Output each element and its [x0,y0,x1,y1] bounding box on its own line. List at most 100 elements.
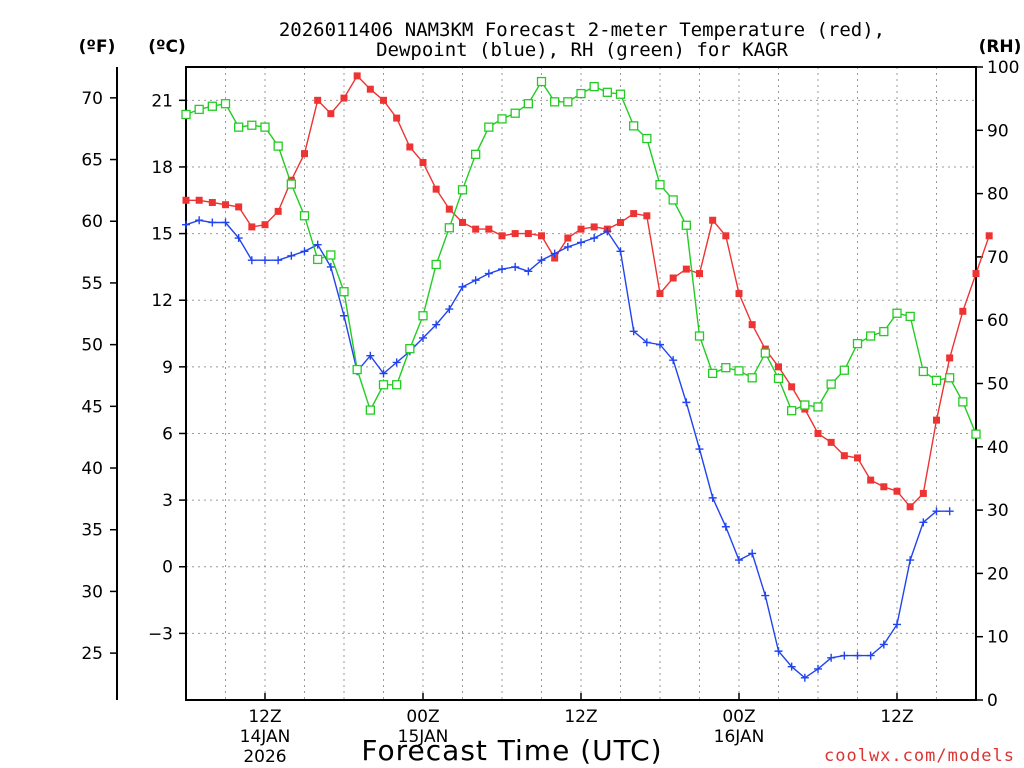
temperature-point-60 [972,270,980,278]
rh-tick-label-8: 20 [987,564,1009,584]
rh-point-56 [918,366,928,377]
x-tick-label-3: 00Z [722,707,755,727]
temperature-point-58 [946,354,954,362]
temperature-point-39 [696,270,703,278]
rh-point-5 [247,120,257,130]
dewpoint-point-40 [708,493,717,502]
temperature-point-3 [222,201,229,209]
rh-tick-label-1: 90 [987,121,1009,141]
celsius-axis-unit: (ºC) [148,37,186,57]
rh-tick-label-3: 70 [987,248,1009,268]
dewpoint-point-37 [669,356,678,365]
dewpoint-point-14 [366,351,375,360]
dewpoint-line [185,219,950,679]
rh-point-23 [484,122,494,132]
x-tick-date-3: 16JAN [714,727,765,747]
dewpoint-point-50 [840,651,849,660]
x-tick-label-1: 00Z [406,707,439,727]
rh-point-29 [563,97,573,107]
rh-point-15 [378,380,389,390]
dewpoint-point-45 [774,647,783,656]
rh-tick-label-4: 60 [987,311,1009,331]
temperature-point-4 [235,203,243,211]
dewpoint-point-33 [616,247,625,256]
dewpoint-point-3 [221,218,230,227]
temperature-point-59 [959,307,967,315]
f-tick-label-7: 35 [81,521,103,541]
dewpoint-point-11 [326,262,335,271]
rh-point-9 [299,211,310,221]
rh-point-19 [431,259,441,270]
rh-point-39 [694,331,705,341]
c-tick-label-3: 12 [151,291,173,311]
dewpoint-point-35 [642,338,651,347]
temperature-point-51 [854,454,861,462]
f-tick-label-6: 40 [81,459,103,479]
dewpoint-point-6 [261,256,269,265]
f-tick-label-1: 65 [81,151,103,171]
rh-point-30 [576,88,586,99]
dewpoint-point-44 [761,591,770,600]
dewpoint-point-55 [906,556,915,565]
c-tick-label-5: 6 [162,424,173,444]
rh-point-27 [536,76,547,87]
temperature-point-48 [814,429,822,437]
dewpoint-point-58 [945,507,954,516]
dewpoint-point-42 [735,556,743,565]
dewpoint-point-47 [800,673,809,682]
rh-point-55 [905,311,915,322]
rh-point-20 [444,223,454,233]
rh-point-11 [326,250,336,260]
x-tick-date-1: 15JAN [398,727,449,747]
dewpoint-point-12 [340,311,348,320]
dewpoint-point-29 [563,242,572,251]
rh-point-18 [418,311,428,321]
series-layer [181,72,993,682]
temperature-point-7 [274,207,282,215]
rh-tick-label-5: 50 [987,375,1009,395]
temperature-point-30 [577,225,585,233]
temperature-point-43 [748,321,756,329]
rh-point-54 [892,308,902,318]
dewpoint-point-27 [537,256,546,265]
c-tick-label-6: 3 [162,491,173,511]
dewpoint-point-34 [629,327,638,336]
temperature-point-40 [709,216,717,224]
temperature-point-56 [919,489,927,497]
temperature-point-17 [406,143,414,151]
rh-point-0 [181,109,191,120]
temperature-point-21 [459,218,466,226]
tick-labels: 211815129630−370656055504540353025100908… [81,58,1019,767]
f-tick-label-8: 30 [81,582,103,602]
rh-point-36 [655,180,665,190]
dewpoint-point-21 [458,282,467,291]
temperature-point-61 [985,232,993,240]
rh-point-38 [681,220,691,230]
temperature-point-2 [208,198,216,206]
temperature-point-33 [617,218,624,226]
rh-point-40 [708,368,718,379]
rh-point-21 [457,185,468,195]
grid-lines [186,67,976,700]
x-tick-label-2: 12Z [564,707,597,727]
temperature-point-53 [880,483,888,491]
rh-point-25 [510,108,520,118]
temperature-point-42 [735,290,743,298]
rh-point-58 [945,373,955,383]
rh-tick-label-2: 80 [987,185,1009,205]
rh-point-34 [629,121,639,131]
temperature-point-34 [630,210,638,218]
rh-point-2 [207,101,217,111]
dewpoint-point-5 [247,256,256,265]
dewpoint-point-15 [379,369,388,378]
dewpoint-point-57 [932,507,941,516]
temperature-point-26 [524,230,532,238]
rh-point-12 [339,287,349,297]
dewpoint-point-4 [234,234,243,243]
dewpoint-point-38 [682,398,691,407]
rh-point-24 [497,114,507,124]
dewpoint-point-9 [300,247,309,256]
rh-point-46 [787,406,797,416]
dewpoint-point-1 [195,216,204,225]
